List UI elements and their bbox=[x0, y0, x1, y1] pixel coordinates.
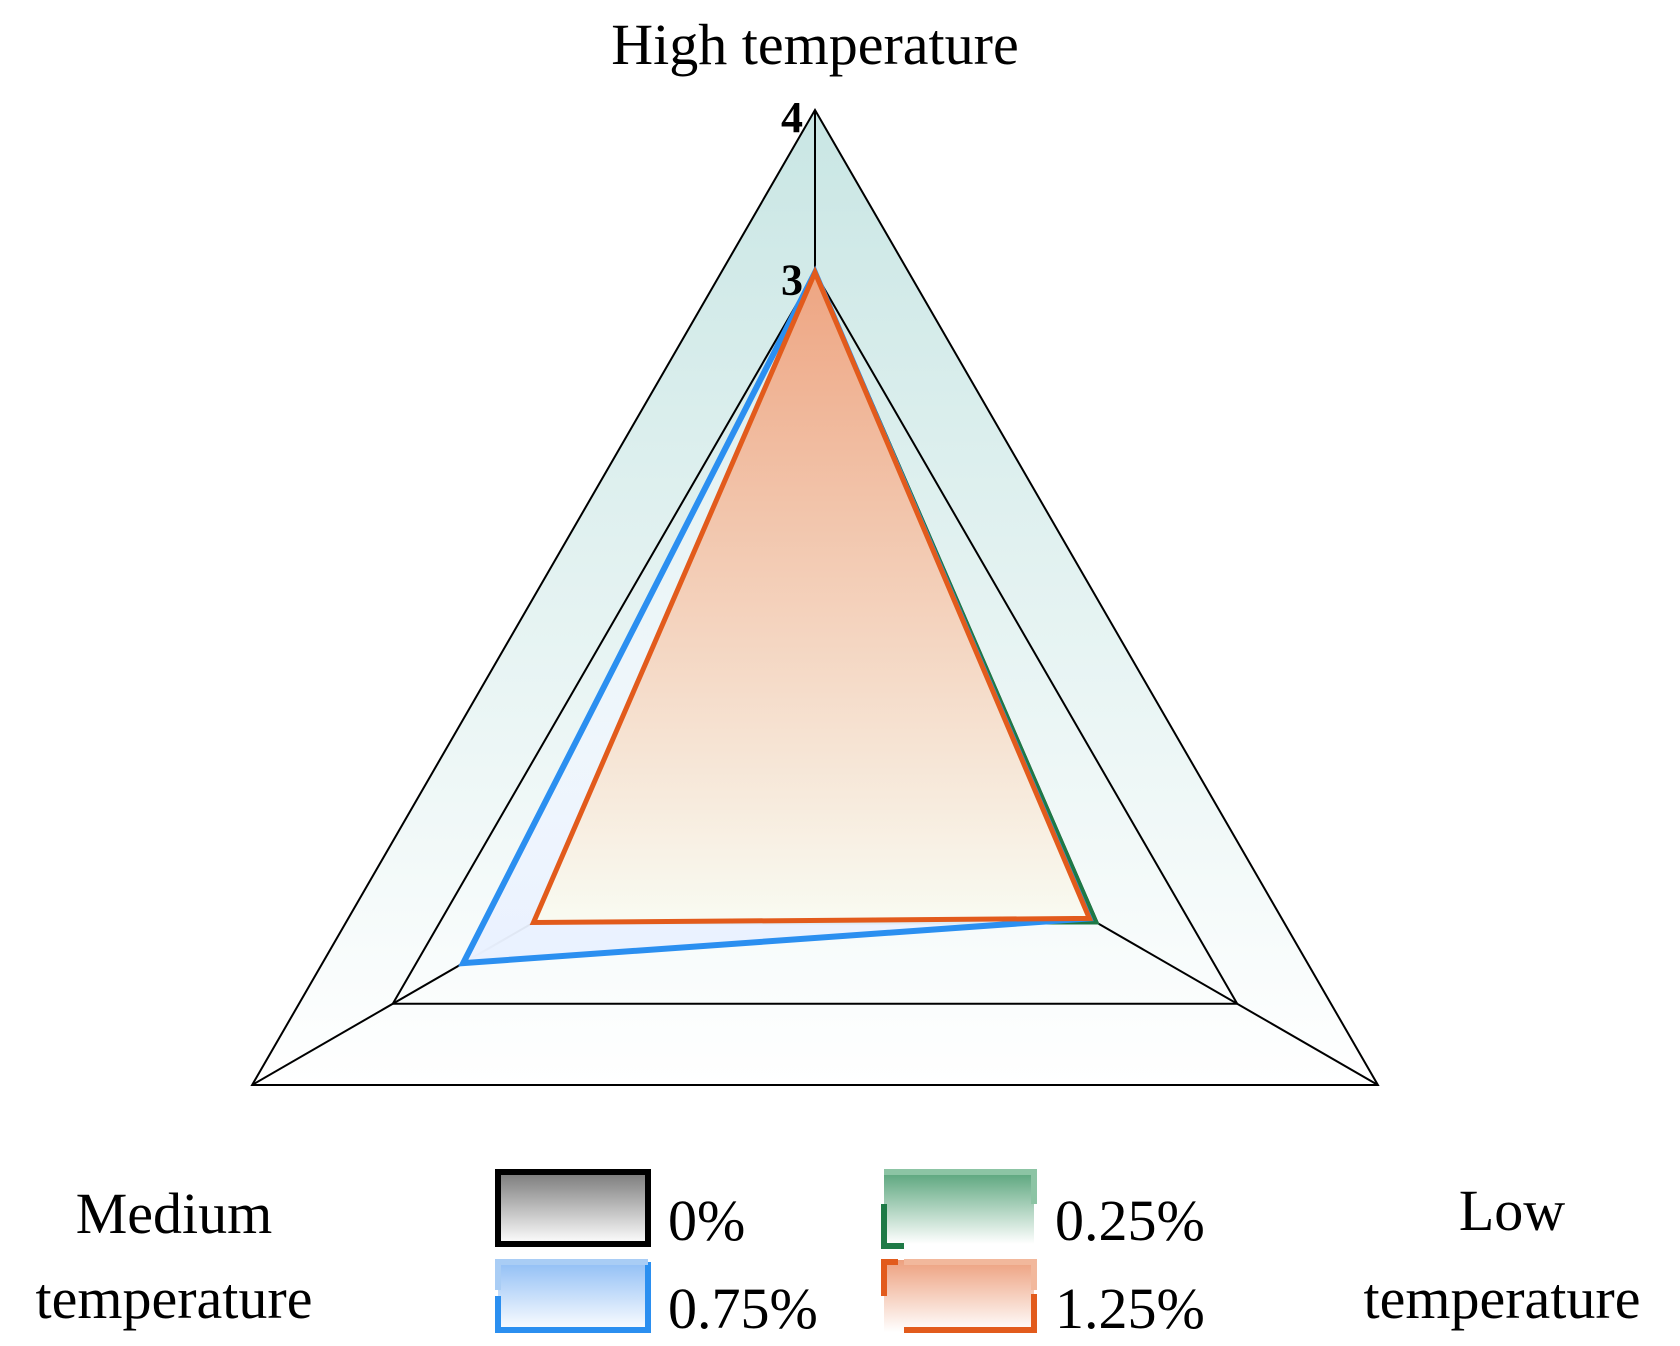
axis-title-medium-line1: Medium bbox=[76, 1181, 273, 1246]
legend-swatch-1 bbox=[884, 1172, 1034, 1244]
legend-swatch-0 bbox=[495, 1169, 651, 1247]
legend-swatch-2-border-light bbox=[495, 1259, 648, 1290]
legend-swatch-1-border-light bbox=[884, 1169, 1037, 1204]
series-3 bbox=[529, 266, 1094, 926]
legend-item-2: 0.75% bbox=[495, 1259, 818, 1341]
radar-series bbox=[458, 265, 1100, 967]
grid-ring-4 bbox=[250, 107, 1380, 1086]
legend-swatch-2 bbox=[498, 1260, 648, 1332]
legend-swatch-3-border bbox=[881, 1259, 1037, 1333]
axis-title-medium-line2: temperature bbox=[36, 1266, 313, 1331]
axis-title-low-line1: Low bbox=[1459, 1178, 1565, 1243]
legend-item-3: 1.25% bbox=[881, 1259, 1205, 1341]
legend-swatch-1-border bbox=[881, 1204, 904, 1249]
grid-ring-3 bbox=[391, 270, 1239, 1005]
legend-label-1: 0.25% bbox=[1055, 1188, 1205, 1253]
legend-label-2: 0.75% bbox=[668, 1276, 818, 1341]
tick-label-3: 3 bbox=[781, 256, 803, 305]
axis-title-high: High temperature bbox=[611, 12, 1018, 77]
axis-title-low-line2: temperature bbox=[1364, 1266, 1641, 1331]
legend-item-0: 0% bbox=[495, 1169, 745, 1253]
legend-swatch-3 bbox=[884, 1260, 1034, 1332]
legend-swatch-2-border bbox=[495, 1262, 651, 1333]
legend-swatch-3-border-light bbox=[904, 1259, 1037, 1290]
legend-label-0: 0% bbox=[668, 1188, 745, 1253]
legend: 0% 0.25% 0.75% 1.25% bbox=[495, 1169, 1205, 1341]
legend-item-1: 0.25% bbox=[881, 1169, 1205, 1253]
legend-label-3: 1.25% bbox=[1055, 1276, 1205, 1341]
radar-tick-labels: 34 bbox=[781, 93, 803, 305]
tick-label-4: 4 bbox=[781, 93, 803, 142]
